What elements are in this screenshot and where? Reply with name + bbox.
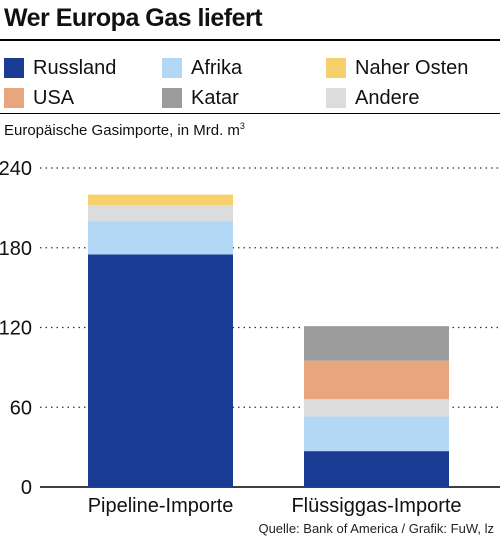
- y-tick-label-60: 60: [10, 397, 32, 419]
- chart-title: Wer Europa Gas liefert: [4, 4, 263, 32]
- legend-swatch-katar: [162, 88, 182, 108]
- legend-label-naher-osten: Naher Osten: [355, 56, 469, 79]
- legend-label-andere: Andere: [355, 86, 420, 109]
- legend-swatch-andere: [326, 88, 346, 108]
- bar-flussiggas-importe-usa: [304, 360, 449, 400]
- bar-pipeline-importe-russland: [88, 254, 233, 487]
- legend-item-katar: Katar: [162, 85, 239, 111]
- bar-pipeline-importe-andere: [88, 205, 233, 222]
- bar-pipeline-importe-afrika: [88, 221, 233, 255]
- chart-plot: 0 60 120 180 240 Pipeline-Importe Flüssiggas-I…: [0, 158, 500, 517]
- legend-label-usa: USA: [33, 86, 75, 109]
- legend-swatch-russland: [4, 58, 24, 78]
- legend-item-andere: Andere: [326, 85, 420, 111]
- legend-label-russland: Russland: [33, 56, 117, 79]
- legend-label-katar: Katar: [191, 86, 239, 109]
- legend-item-afrika: Afrika: [162, 55, 242, 81]
- axis-subtitle-sup: 3: [239, 121, 245, 131]
- axis-subtitle: Europäische Gasimporte, in Mrd. m3: [4, 121, 245, 139]
- bar-flussiggas-importe-andere: [304, 399, 449, 417]
- legend-swatch-naher-osten: [326, 58, 346, 78]
- y-tick-label-240: 240: [0, 158, 32, 180]
- legend-item-naher-osten: Naher Osten: [326, 55, 468, 81]
- legend-swatch-usa: [4, 88, 24, 108]
- legend-item-russland: Russland: [4, 55, 116, 81]
- y-tick-label-180: 180: [0, 238, 32, 260]
- legend-swatch-afrika: [162, 58, 182, 78]
- source-credit: Quelle: Bank of America / Grafik: FuW, l…: [258, 521, 494, 536]
- bar-flussiggas-importe-russland: [304, 451, 449, 487]
- legend-item-usa: USA: [4, 85, 74, 111]
- x-category-label-flussiggas-importe: Flüssiggas-Importe: [291, 495, 461, 517]
- axis-subtitle-text: Europäische Gasimporte, in Mrd. m: [4, 122, 240, 139]
- bar-pipeline-importe-naher-osten: [88, 194, 233, 206]
- y-tick-label-0: 0: [21, 477, 32, 499]
- x-category-label-pipeline-importe: Pipeline-Importe: [88, 495, 234, 517]
- title-rule: [0, 39, 500, 41]
- bar-flussiggas-importe-katar: [304, 326, 449, 361]
- y-tick-label-120: 120: [0, 318, 32, 340]
- legend-rule: [0, 113, 500, 114]
- legend-label-afrika: Afrika: [191, 56, 243, 79]
- bar-flussiggas-importe-afrika: [304, 416, 449, 452]
